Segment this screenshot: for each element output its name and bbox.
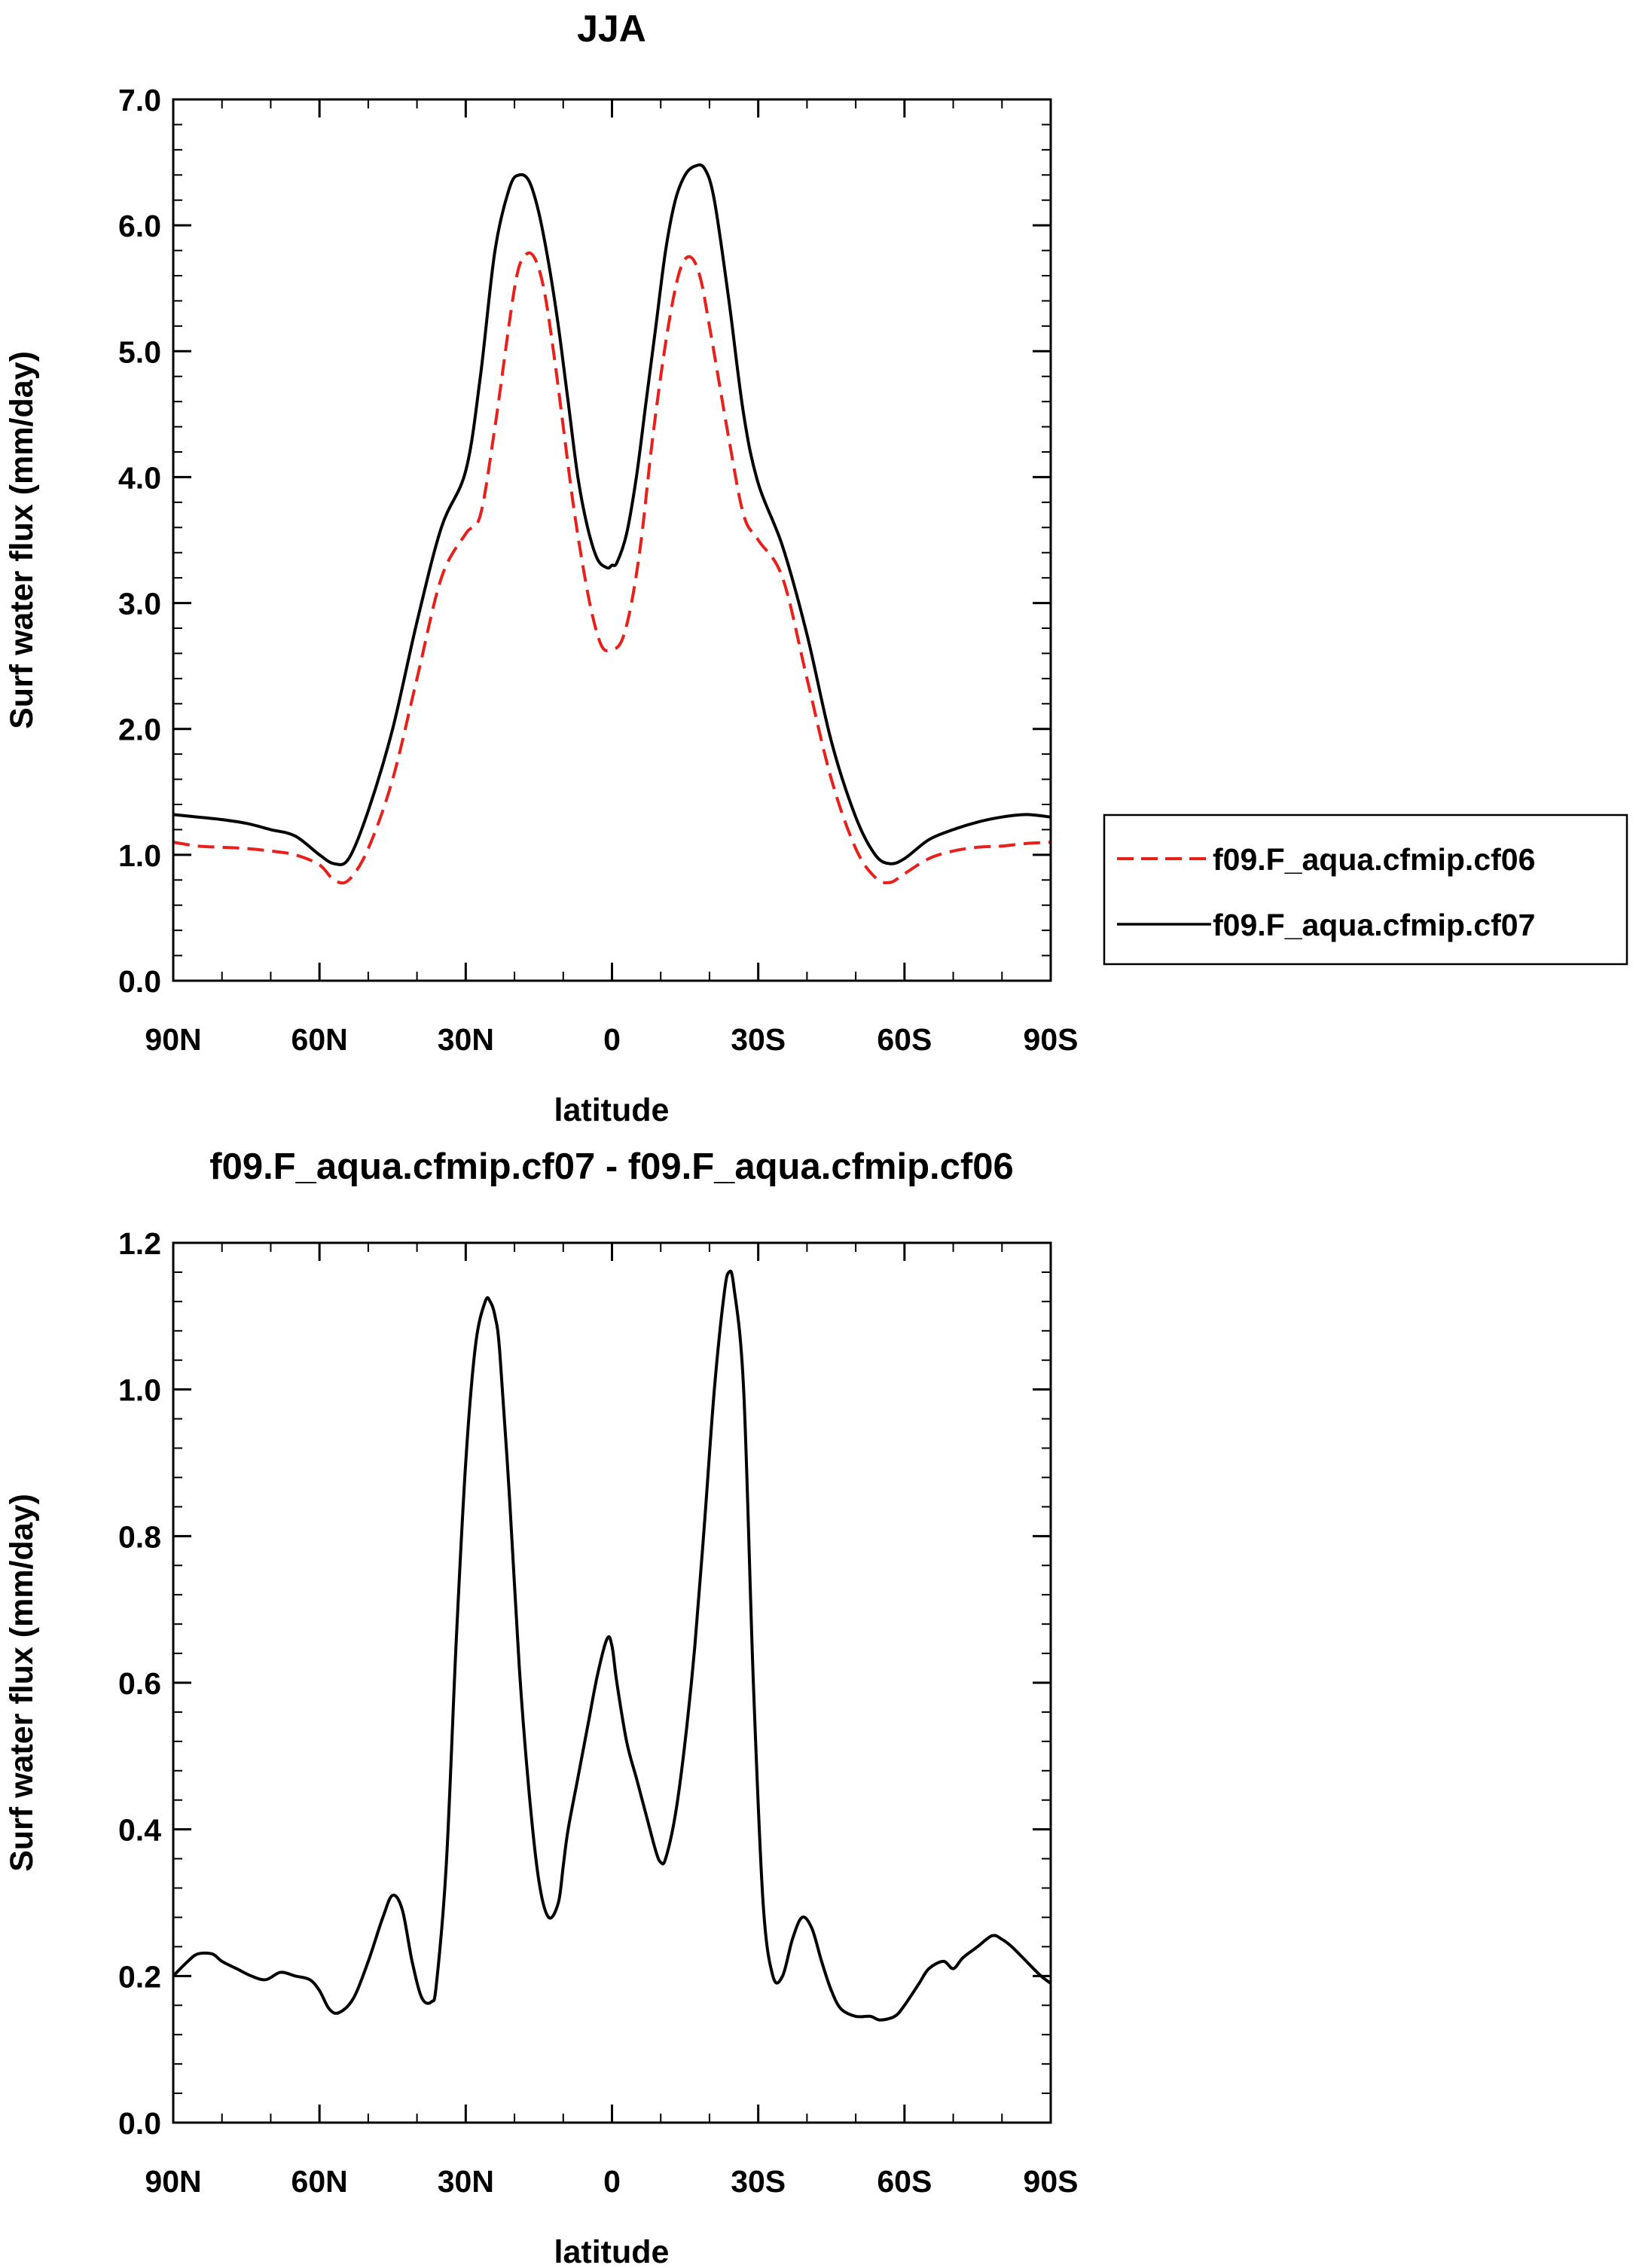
- bottom-x-tick-label: 90N: [145, 2164, 201, 2199]
- legend-box: [1103, 813, 1628, 966]
- top-y-tick-label: 0.0: [118, 964, 161, 999]
- top-x-tick-labels: 90N 60N 30N 0 30S 60S 90S: [145, 1022, 1078, 1057]
- bottom-x-tick-label: 90S: [1024, 2164, 1079, 2199]
- top-y-tick-label: 1.0: [118, 838, 161, 873]
- top-y-tick-label: 6.0: [118, 209, 161, 243]
- top-series-lines: [172, 163, 1051, 885]
- top-y-tick-label: 3.0: [118, 587, 161, 621]
- top-y-tick-label: 2.0: [118, 713, 161, 747]
- bottom-series-lines: [172, 1269, 1052, 2022]
- legend: f09.F_aqua.cfmip.cf06 f09.F_aqua.cfmip.c…: [1103, 813, 1628, 966]
- top-y-tick-label: 4.0: [118, 460, 161, 495]
- legend-label-cf06: f09.F_aqua.cfmip.cf06: [1213, 842, 1535, 877]
- top-series-line-1: [172, 163, 1051, 866]
- top-x-axis-label: latitude: [554, 1092, 670, 1128]
- top-x-tick-label: 0: [603, 1022, 621, 1057]
- top-y-axis-label: Surf water flux (mm/day): [4, 351, 40, 729]
- top-x-tick-label: 90N: [145, 1022, 201, 1057]
- bottom-y-tick-label: 1.0: [118, 1373, 161, 1408]
- bottom-x-tick-label: 60S: [877, 2164, 932, 2199]
- bottom-y-tick-label: 1.2: [118, 1226, 161, 1261]
- bottom-x-tick-label: 30N: [438, 2164, 494, 2199]
- bottom-panel: f09.F_aqua.cfmip.cf07 - f09.F_aqua.cfmip…: [4, 1146, 1078, 2268]
- top-chart-title: JJA: [577, 8, 646, 50]
- legend-label-cf07: f09.F_aqua.cfmip.cf07: [1213, 908, 1535, 942]
- top-x-tick-label: 30S: [731, 1022, 786, 1057]
- bottom-x-tick-label: 0: [603, 2164, 621, 2199]
- top-x-tick-label: 90S: [1024, 1022, 1079, 1057]
- bottom-y-tick-label: 0.0: [118, 2106, 161, 2141]
- bottom-y-tick-label: 0.8: [118, 1519, 161, 1554]
- top-x-tick-label: 30N: [438, 1022, 494, 1057]
- bottom-series-line-0: [172, 1269, 1052, 2022]
- bottom-y-tick-label: 0.4: [118, 1813, 161, 1848]
- top-y-tick-labels: 0.0 1.0 2.0 3.0 4.0 5.0 6.0 7.0: [118, 83, 161, 999]
- bottom-y-axis-label: Surf water flux (mm/day): [4, 1494, 40, 1872]
- top-y-tick-label: 7.0: [118, 83, 161, 118]
- bottom-y-tick-label: 0.6: [118, 1666, 161, 1701]
- bottom-x-tick-label: 30S: [731, 2164, 786, 2199]
- top-series-line-0: [172, 251, 1051, 885]
- bottom-plot-frame: [172, 1241, 1052, 2124]
- bottom-x-tick-labels: 90N 60N 30N 0 30S 60S 90S: [145, 2164, 1078, 2199]
- top-plot-frame: [172, 98, 1052, 982]
- top-panel: JJA 0.0 1.0 2.0 3.0 4.0 5.0 6.0 7.0 90N 60N 30N 0 3…: [4, 8, 1628, 1128]
- bottom-chart-title: f09.F_aqua.cfmip.cf07 - f09.F_aqua.cfmip…: [209, 1146, 1013, 1187]
- top-x-tick-label: 60S: [877, 1022, 932, 1057]
- bottom-x-axis-label: latitude: [554, 2234, 670, 2268]
- bottom-x-tick-label: 60N: [291, 2164, 348, 2199]
- top-x-tick-label: 60N: [291, 1022, 348, 1057]
- bottom-y-tick-labels: 0.0 0.2 0.4 0.6 0.8 1.0 1.2: [118, 1226, 161, 2141]
- bottom-y-tick-label: 0.2: [118, 1959, 161, 1994]
- top-y-tick-label: 5.0: [118, 334, 161, 369]
